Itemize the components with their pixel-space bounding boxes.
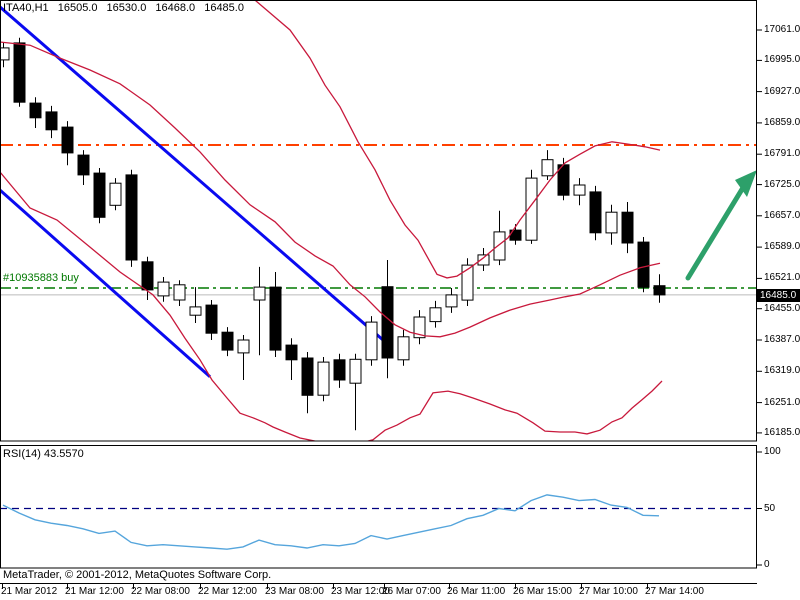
bar-close: 16485.0 bbox=[204, 2, 244, 14]
time-axis-label: 21 Mar 12:00 bbox=[65, 586, 124, 597]
candle bbox=[173, 280, 186, 306]
candle bbox=[237, 335, 250, 380]
rsi-pane bbox=[1, 494, 756, 550]
time-axis-label: 26 Mar 11:00 bbox=[447, 586, 506, 597]
price-axis-label: 16387.0 bbox=[764, 334, 800, 345]
candle bbox=[285, 338, 298, 380]
candle bbox=[397, 329, 410, 366]
candle bbox=[109, 178, 122, 211]
time-axis-label: 23 Mar 08:00 bbox=[265, 586, 324, 597]
candle bbox=[13, 37, 26, 107]
candle bbox=[61, 121, 74, 166]
rsi-axis-label: 100 bbox=[764, 446, 781, 457]
current-price-tag: 16485.0 bbox=[757, 289, 800, 302]
candle bbox=[269, 272, 282, 357]
candle bbox=[45, 105, 58, 139]
price-axis-label: 16521.0 bbox=[764, 272, 800, 283]
candle bbox=[525, 169, 538, 244]
main-pane-border bbox=[0, 0, 757, 442]
candle bbox=[573, 178, 586, 206]
band-lower-line bbox=[1, 172, 663, 441]
price-axis-label: 16859.0 bbox=[764, 117, 800, 128]
symbol-timeframe: ITA40,H1 bbox=[3, 2, 49, 14]
candle bbox=[317, 357, 330, 402]
up-arrow-shaft[interactable] bbox=[685, 183, 747, 281]
price-axis-label: 17061.0 bbox=[764, 24, 800, 35]
candle bbox=[77, 150, 90, 185]
price-axis-label: 16725.0 bbox=[764, 179, 800, 190]
band-upper-line bbox=[255, 1, 661, 279]
bar-open: 16505.0 bbox=[57, 2, 98, 14]
candle bbox=[205, 300, 218, 340]
rsi-axis-label: 50 bbox=[764, 503, 776, 514]
chart-frame bbox=[0, 0, 762, 589]
candle bbox=[461, 258, 474, 306]
candle bbox=[141, 256, 154, 300]
candle bbox=[589, 185, 602, 241]
buy-order-label: #10935883 buy bbox=[3, 272, 79, 284]
time-axis-label: 23 Mar 12:00 bbox=[331, 586, 390, 597]
time-axis-label: 27 Mar 14:00 bbox=[645, 586, 704, 597]
candle bbox=[333, 353, 346, 388]
candle bbox=[349, 353, 362, 431]
time-axis-label: 26 Mar 07:00 bbox=[382, 586, 441, 597]
main-pane-overlays bbox=[1, 1, 757, 441]
candle bbox=[413, 310, 426, 345]
up-arrow-head-icon[interactable] bbox=[735, 170, 757, 197]
candle bbox=[541, 150, 554, 180]
candle bbox=[445, 288, 458, 313]
candle bbox=[605, 204, 618, 245]
time-axis-label: 21 Mar 2012 bbox=[1, 586, 58, 597]
price-axis-label: 16251.0 bbox=[764, 397, 800, 408]
copyright-text: MetaTrader, © 2001-2012, MetaQuotes Soft… bbox=[3, 569, 272, 581]
candle bbox=[653, 274, 666, 303]
rsi-indicator-label: RSI(14) 43.5570 bbox=[3, 448, 84, 460]
candle bbox=[493, 210, 506, 266]
rsi-pane-border bbox=[0, 445, 757, 569]
candle bbox=[1, 42, 10, 68]
candle bbox=[189, 287, 202, 323]
candle bbox=[221, 327, 234, 357]
price-axis-label: 16185.0 bbox=[764, 427, 800, 438]
trendline-1[interactable] bbox=[0, 5, 393, 349]
band-middle-line bbox=[1, 41, 661, 338]
candlestick-series bbox=[1, 37, 666, 431]
chart-title: ITA40,H1 16505.0 16530.0 16468.0 16485.0 bbox=[3, 2, 250, 14]
time-axis-label: 22 Mar 12:00 bbox=[198, 586, 257, 597]
price-axis-label: 16791.0 bbox=[764, 148, 800, 159]
trendline-2[interactable] bbox=[0, 188, 211, 378]
candle bbox=[253, 266, 266, 356]
candle bbox=[29, 97, 42, 128]
rsi-line bbox=[2, 494, 660, 550]
candle bbox=[125, 169, 138, 267]
price-axis-label: 16589.0 bbox=[764, 241, 800, 252]
candle bbox=[301, 352, 314, 414]
candle bbox=[93, 168, 106, 224]
price-axis-label: 16927.0 bbox=[764, 86, 800, 97]
bar-high: 16530.0 bbox=[106, 2, 147, 14]
price-axis-label: 16455.0 bbox=[764, 303, 800, 314]
price-axis-label: 16319.0 bbox=[764, 365, 800, 376]
price-axis-label: 16995.0 bbox=[764, 54, 800, 65]
candle bbox=[477, 248, 490, 271]
candle bbox=[429, 300, 442, 328]
rsi-axis-label: 0 bbox=[764, 559, 770, 570]
time-axis-label: 22 Mar 08:00 bbox=[131, 586, 190, 597]
time-axis-label: 27 Mar 10:00 bbox=[579, 586, 638, 597]
price-axis-label: 16657.0 bbox=[764, 210, 800, 221]
bar-low: 16468.0 bbox=[155, 2, 196, 14]
candle bbox=[365, 316, 378, 366]
candle bbox=[157, 277, 170, 302]
candle bbox=[621, 202, 634, 254]
candle bbox=[637, 237, 650, 293]
time-axis-label: 26 Mar 15:00 bbox=[513, 586, 572, 597]
